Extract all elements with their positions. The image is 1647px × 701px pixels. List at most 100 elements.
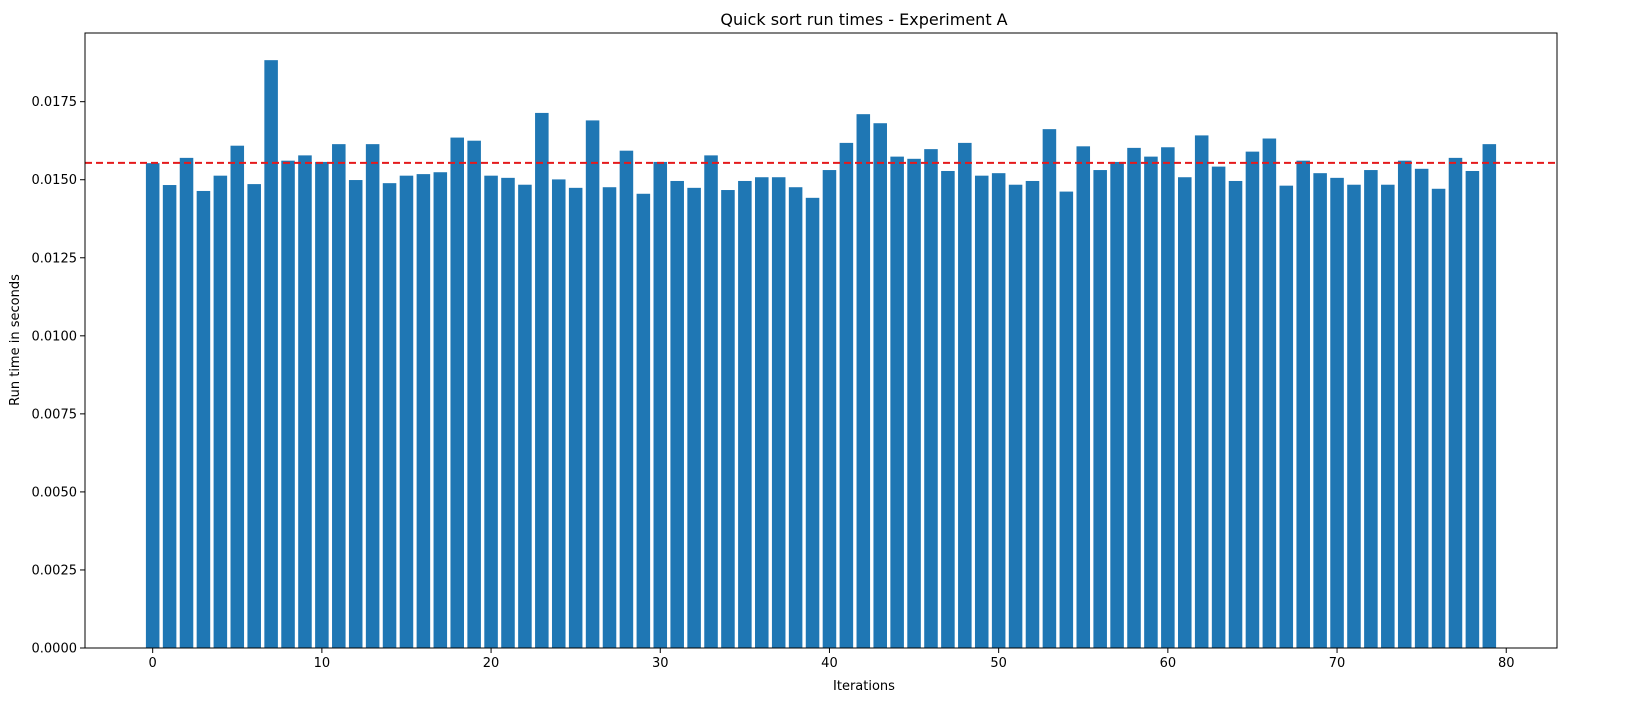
y-tick-label-2: 0.0050 <box>32 485 78 500</box>
x-tick-label-20: 20 <box>483 656 500 671</box>
bar-30 <box>653 161 668 648</box>
bar-16 <box>416 174 431 649</box>
bar-10 <box>315 161 329 648</box>
bar-15 <box>399 175 414 649</box>
x-tick-label-10: 10 <box>314 656 331 671</box>
bar-40 <box>822 170 837 649</box>
bar-44 <box>890 156 904 648</box>
x-tick-label-50: 50 <box>990 656 1007 671</box>
y-tick-label-1: 0.0025 <box>32 563 78 578</box>
x-tick-label-60: 60 <box>1160 656 1177 671</box>
bar-37 <box>771 177 786 649</box>
bar-31 <box>670 180 684 648</box>
x-axis-label: Iterations <box>833 679 895 694</box>
bar-76 <box>1431 188 1446 648</box>
bar-70 <box>1330 177 1344 648</box>
bar-33 <box>704 155 718 648</box>
bar-79 <box>1482 144 1497 648</box>
bar-21 <box>501 177 515 648</box>
bar-34 <box>721 190 735 648</box>
bar-58 <box>1127 147 1141 648</box>
y-tick-label-4: 0.0100 <box>32 329 78 344</box>
bar-60 <box>1161 147 1175 648</box>
bar-12 <box>348 180 363 649</box>
bar-35 <box>738 180 752 648</box>
bar-8 <box>281 160 295 648</box>
x-axis-ticks: 0 10 20 30 40 50 60 70 80 <box>149 648 1515 671</box>
y-axis-label: Run time in seconds <box>8 274 23 406</box>
bar-71 <box>1347 184 1361 648</box>
bar-1 <box>162 185 177 648</box>
bar-9 <box>298 155 312 648</box>
bar-18 <box>450 137 464 648</box>
chart-title: Quick sort run times - Experiment A <box>720 10 1007 29</box>
bar-13 <box>365 144 380 648</box>
x-tick-label-0: 0 <box>149 656 157 671</box>
bar-29 <box>636 193 651 648</box>
bar-77 <box>1448 157 1463 648</box>
bar-46 <box>924 149 938 648</box>
bar-26 <box>585 120 600 648</box>
bar-48 <box>958 142 972 648</box>
bar-50 <box>991 173 1006 649</box>
bar-73 <box>1381 184 1395 648</box>
y-axis-ticks: 0.0000 0.0025 0.0050 0.0075 0.0100 0.0125 0.01… <box>32 95 85 657</box>
bar-67 <box>1279 185 1294 648</box>
bar-4 <box>213 175 228 649</box>
bar-6 <box>247 184 261 648</box>
bar-65 <box>1245 151 1260 648</box>
bar-49 <box>974 175 989 649</box>
bar-68 <box>1296 160 1310 648</box>
y-tick-label-7: 0.0175 <box>32 95 78 110</box>
y-tick-label-0: 0.0000 <box>32 642 78 657</box>
bar-14 <box>382 183 397 648</box>
bar-25 <box>568 187 583 648</box>
bar-63 <box>1211 166 1226 649</box>
bar-53 <box>1042 129 1057 648</box>
bar-24 <box>551 179 566 648</box>
bar-64 <box>1228 180 1243 648</box>
bar-72 <box>1364 170 1378 649</box>
bar-28 <box>619 150 634 648</box>
bar-5 <box>230 145 245 648</box>
bar-57 <box>1110 161 1124 648</box>
bar-43 <box>873 123 887 649</box>
bar-62 <box>1194 135 1209 648</box>
plot-frame <box>84 32 1558 649</box>
x-tick-label-70: 70 <box>1329 656 1346 671</box>
bar-51 <box>1008 184 1023 648</box>
bar-20 <box>484 175 498 649</box>
bar-2 <box>179 157 194 648</box>
x-tick-label-40: 40 <box>821 656 838 671</box>
bar-38 <box>788 187 803 648</box>
y-tick-label-3: 0.0075 <box>32 407 78 422</box>
bar-27 <box>602 187 617 648</box>
bar-45 <box>907 158 921 648</box>
bars-group <box>145 60 1497 649</box>
y-tick-label-5: 0.0125 <box>32 251 78 266</box>
bar-41 <box>839 142 854 648</box>
bar-66 <box>1262 138 1277 648</box>
bar-54 <box>1059 191 1074 648</box>
bar-78 <box>1465 170 1480 649</box>
bar-7 <box>264 60 278 649</box>
bar-17 <box>433 172 448 649</box>
bar-56 <box>1093 170 1107 649</box>
bar-36 <box>755 177 769 649</box>
bar-0 <box>145 163 160 648</box>
bar-59 <box>1144 156 1158 648</box>
bar-32 <box>687 187 701 648</box>
bar-75 <box>1414 168 1429 649</box>
bar-47 <box>941 170 955 649</box>
y-tick-label-6: 0.0150 <box>32 173 78 188</box>
bar-23 <box>535 112 549 649</box>
bar-39 <box>805 197 820 648</box>
bar-74 <box>1397 160 1412 648</box>
bar-19 <box>467 140 481 648</box>
bar-61 <box>1178 177 1192 649</box>
bar-11 <box>332 144 346 648</box>
bar-42 <box>856 114 871 649</box>
x-tick-label-80: 80 <box>1498 656 1515 671</box>
bar-3 <box>196 190 211 648</box>
x-tick-label-30: 30 <box>652 656 669 671</box>
